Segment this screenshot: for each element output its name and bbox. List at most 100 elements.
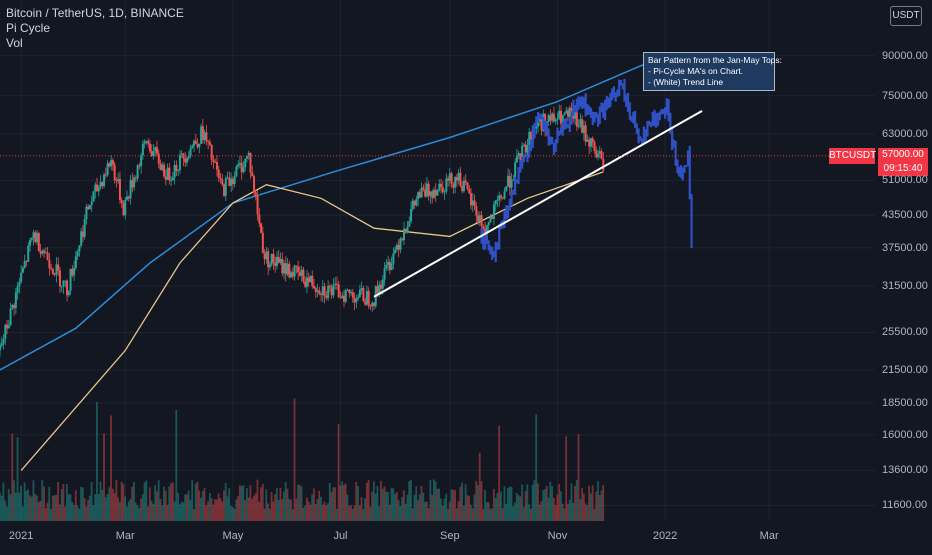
candle-body [454, 177, 457, 188]
volume-bar [20, 485, 22, 521]
volume-bar [484, 489, 486, 521]
volume-bar [228, 488, 231, 521]
candle-body [14, 292, 17, 309]
price-tick-label: 37500.00 [882, 241, 928, 254]
candle-body [81, 231, 84, 237]
candle-body [291, 272, 294, 277]
volume-bar [510, 486, 513, 521]
volume-bar [122, 484, 125, 521]
candle-body [372, 302, 375, 307]
candle-body [293, 265, 296, 277]
volume-bar [244, 499, 247, 521]
volume-bar [313, 488, 315, 521]
candle-body [117, 178, 120, 182]
candle-body [50, 268, 53, 270]
pi-cycle-ma-long-line [0, 55, 666, 371]
volume-bar [337, 423, 340, 521]
candle-body [441, 186, 444, 192]
candle-body [311, 275, 314, 287]
candle-body [305, 277, 308, 287]
volume-bar [567, 504, 569, 521]
candle-body [575, 110, 578, 127]
volume-bar [55, 494, 58, 521]
volume-bar [81, 487, 84, 521]
candle-body [145, 141, 148, 143]
indicator-volume[interactable]: Vol [6, 36, 23, 50]
volume-bar [157, 480, 160, 521]
volume-bar [575, 479, 578, 521]
candle-body [316, 290, 319, 292]
candle-body [526, 144, 529, 153]
candle-body [492, 204, 495, 219]
volume-bar [87, 499, 90, 521]
annotation-line-3: - (White) Trend Line [648, 77, 724, 87]
currency-badge[interactable]: USDT [890, 6, 922, 26]
volume-bar [410, 479, 412, 521]
volume-bar [344, 483, 347, 521]
candle-body [335, 283, 338, 285]
volume-bar [552, 498, 555, 521]
volume-bar [353, 505, 356, 521]
candle-body [13, 304, 16, 309]
candle-body [268, 264, 271, 268]
candle-body [537, 121, 540, 127]
volume-bar [350, 504, 352, 521]
volume-bar [438, 488, 441, 521]
volume-bar [138, 508, 141, 521]
candle-body [549, 115, 552, 121]
candle-body [159, 163, 162, 170]
candle-body [80, 231, 83, 246]
volume-bar [76, 505, 79, 521]
candle-body [275, 256, 278, 266]
candle-body [309, 275, 312, 283]
volume-bar [335, 508, 338, 521]
symbol-title[interactable]: Bitcoin / TetherUS, 1D, BINANCE [6, 6, 184, 20]
volume-bar [399, 506, 402, 521]
candle-body [189, 148, 192, 157]
candle-body [392, 253, 395, 264]
candle-body [106, 163, 109, 176]
candle-body [51, 269, 54, 274]
volume-bar [500, 491, 502, 521]
volume-bar [568, 499, 571, 521]
candle-body [143, 141, 146, 144]
candle-body [452, 183, 455, 188]
candle-body [471, 200, 474, 206]
time-tick-label: Nov [547, 530, 568, 542]
candle-body [378, 284, 381, 294]
volume-bar [346, 494, 349, 521]
candle-body [90, 201, 93, 206]
volume-bar [233, 508, 236, 521]
annotation-box[interactable]: Bar Pattern from the Jan-May Tops: - Pi-… [643, 52, 782, 91]
volume-bar [290, 499, 292, 521]
volume-bar [358, 505, 361, 521]
volume-bar [432, 479, 435, 521]
candle-body [535, 126, 538, 129]
candle-body [387, 261, 390, 265]
volume-bar [470, 504, 472, 521]
volume-bar [440, 498, 442, 521]
volume-bar [46, 502, 49, 521]
volume-bar [48, 486, 51, 521]
volume-bar [4, 500, 7, 521]
indicator-pi-cycle[interactable]: Pi Cycle [6, 21, 51, 35]
volume-bar [318, 490, 321, 521]
volume-bar [101, 489, 104, 521]
candle-body [381, 279, 384, 289]
candle-body [489, 216, 492, 223]
volume-bar [182, 502, 185, 521]
volume-bar [187, 490, 190, 521]
volume-bar [305, 497, 308, 521]
candle-body [367, 290, 370, 306]
candle-body [28, 240, 31, 246]
candle-body [120, 200, 123, 203]
volume-bar [189, 499, 192, 521]
candle-body [180, 153, 183, 155]
volume-bar [519, 496, 522, 521]
volume-bar [574, 486, 576, 521]
candle-body [334, 283, 337, 285]
current-price-box: 57000.00 09:15:40 [878, 147, 928, 176]
candle-body [193, 140, 196, 146]
